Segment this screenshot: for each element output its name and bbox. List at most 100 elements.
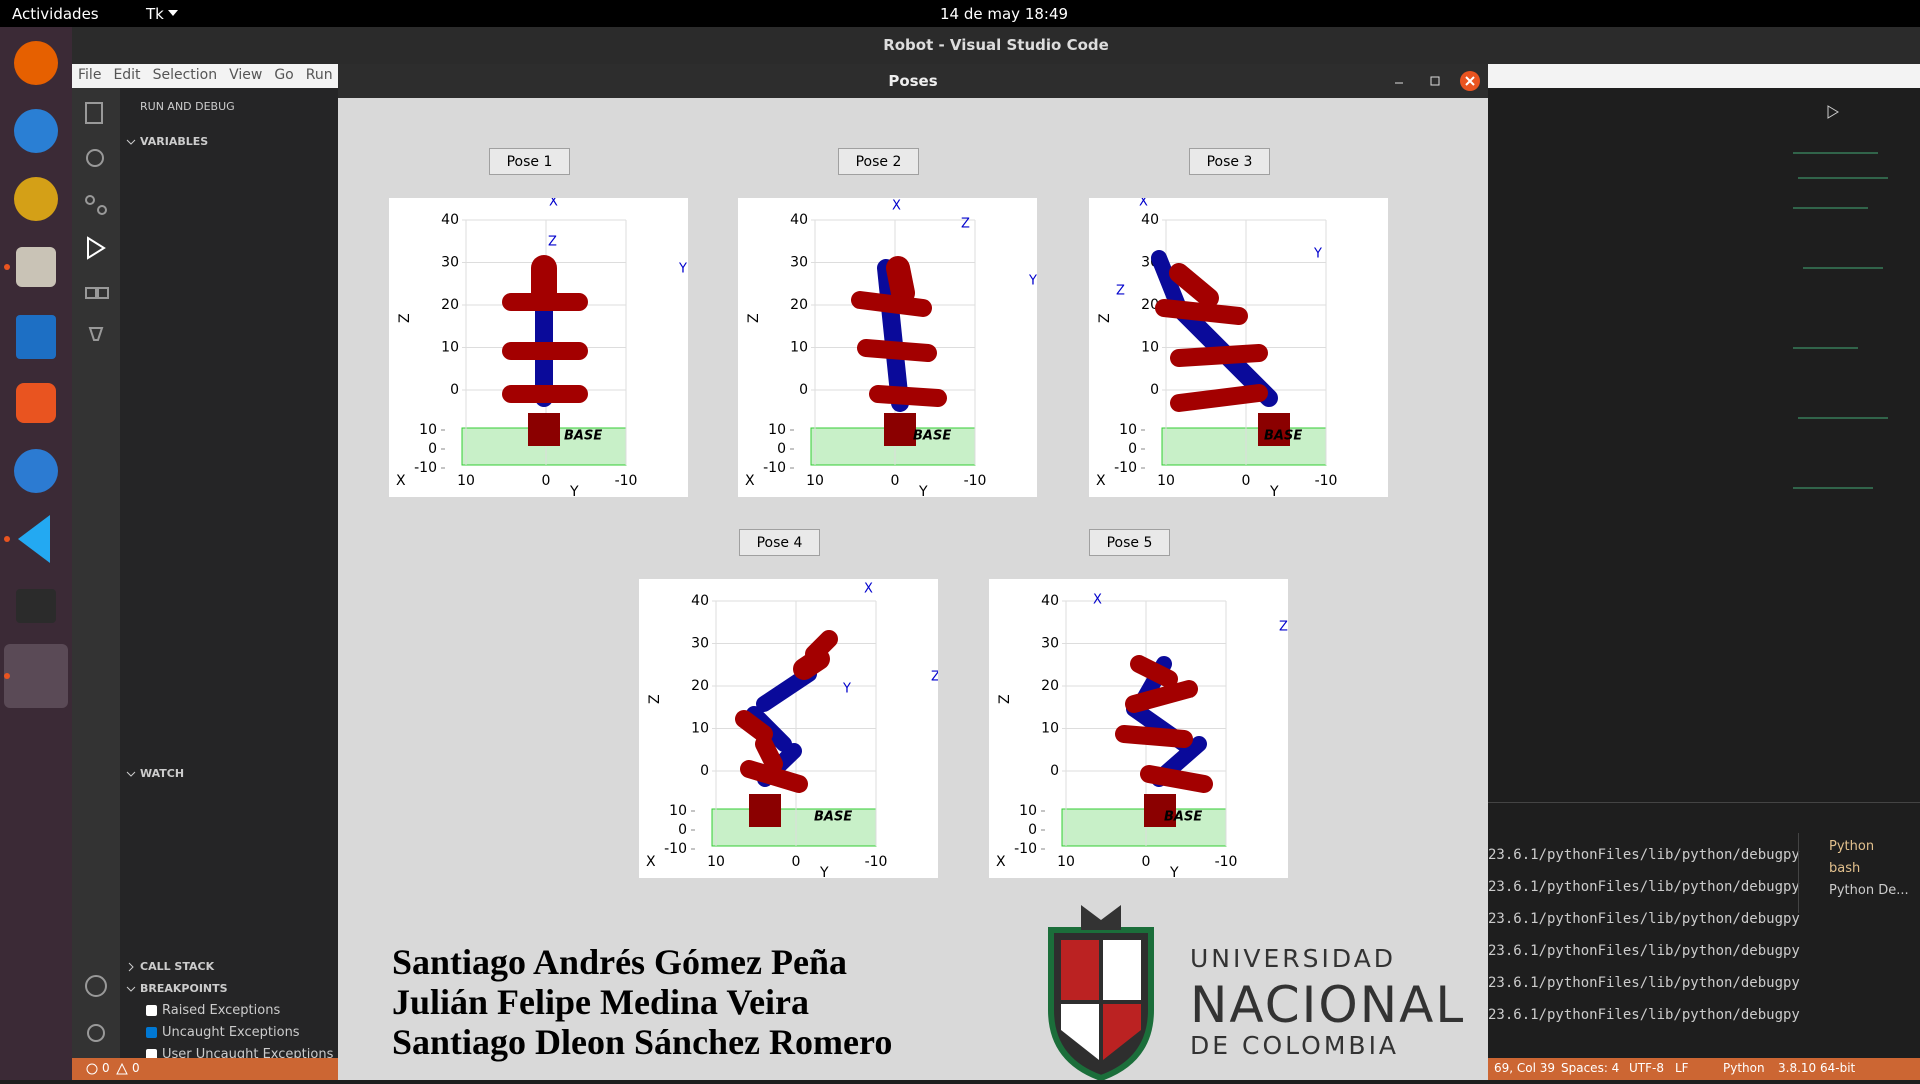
university-name: NACIONAL xyxy=(1190,976,1466,1034)
axis-label: X xyxy=(396,473,406,489)
poses-window: Poses Pose 1 10 0 -10 40 30 20 10 0 10 0 -10 X Y Z BASE… xyxy=(338,64,1488,1080)
warning-icon xyxy=(116,1063,128,1075)
y-tick-label: -10 xyxy=(1215,854,1238,870)
terminal-tab[interactable]: bash xyxy=(1829,861,1861,876)
breakpoint-checkbox[interactable] xyxy=(146,1049,157,1060)
y-tick-label: -10 xyxy=(615,473,638,489)
breakpoint-label: Uncaught Exceptions xyxy=(162,1025,300,1040)
robot-link xyxy=(805,630,838,663)
axis-label: X xyxy=(1096,473,1106,489)
menu-item[interactable]: Go xyxy=(274,67,294,83)
z-tick-label: 10 xyxy=(441,340,459,356)
university-crest xyxy=(1048,905,1154,1080)
robot-link xyxy=(1115,725,1193,748)
status-item[interactable]: 3.8.10 64-bit xyxy=(1778,1061,1856,1075)
base-tick-label: 10 xyxy=(419,422,437,438)
pose-button[interactable]: Pose 4 xyxy=(739,529,820,556)
base-tick-label: 0 xyxy=(1028,822,1037,838)
pose-button[interactable]: Pose 3 xyxy=(1189,148,1270,175)
base-tick-label: 10 xyxy=(768,422,786,438)
pose-plot: 10 0 -10 40 30 20 10 0 10 0 -10 X Y Z BASE X Z Y xyxy=(738,198,1037,497)
axis-label: Z xyxy=(746,313,762,323)
base-plane xyxy=(711,808,877,847)
z-tick-label: 40 xyxy=(1141,212,1159,228)
activities[interactable]: Actividades xyxy=(12,5,99,23)
z-tick-label: 10 xyxy=(691,721,709,737)
base-label: BASE xyxy=(1164,810,1202,825)
menu-item[interactable]: Edit xyxy=(113,67,141,83)
base-plane xyxy=(1061,808,1227,847)
y-tick-label: 10 xyxy=(1157,473,1175,489)
sidebar-section[interactable]: BREAKPOINTS xyxy=(140,982,228,995)
poses-titlebar: Poses xyxy=(338,64,1488,98)
axis-label: Z xyxy=(997,694,1013,704)
menu-item[interactable]: Run xyxy=(305,67,333,83)
y-tick-label: -10 xyxy=(865,854,888,870)
error-count[interactable]: 0 xyxy=(102,1061,110,1075)
base-tick-label: 10 xyxy=(669,803,687,819)
minimap xyxy=(1793,105,1888,489)
robot-link xyxy=(1155,299,1248,325)
menu-item[interactable]: View xyxy=(229,67,263,83)
menu-item[interactable]: File xyxy=(78,67,102,83)
sidebar-section[interactable]: CALL STACK xyxy=(140,960,215,973)
axis-label: X xyxy=(996,854,1006,870)
status-item[interactable]: Spaces: 4 xyxy=(1561,1061,1620,1075)
z-tick-label: 30 xyxy=(1041,636,1059,652)
pose-button[interactable]: Pose 2 xyxy=(838,148,919,175)
terminal-line: 23.6.1/pythonFiles/lib/python/debugpy xyxy=(1488,847,1800,863)
dropdown-arrow xyxy=(168,10,178,16)
base-tick-label: -10 xyxy=(1014,841,1037,857)
robot-link xyxy=(1170,384,1268,412)
axis-label: Y xyxy=(1169,865,1179,878)
pose-button[interactable]: Pose 1 xyxy=(489,148,570,175)
menu-item[interactable]: Selection xyxy=(152,67,218,83)
university-name: DE COLOMBIA xyxy=(1190,1031,1400,1060)
robot-link xyxy=(886,256,915,305)
z-tick-label: 30 xyxy=(441,255,459,271)
z-tick-label: 20 xyxy=(1141,297,1159,313)
author-name: Julián Felipe Medina Veira xyxy=(392,982,810,1022)
y-tick-label: 10 xyxy=(1057,854,1075,870)
frame-label: Y xyxy=(678,262,687,277)
terminal-tab[interactable]: Python De... xyxy=(1829,883,1909,898)
z-tick-label: 30 xyxy=(790,255,808,271)
section-chevron xyxy=(126,986,136,992)
sidebar-header: RUN AND DEBUG xyxy=(140,100,235,113)
window-controls[interactable] xyxy=(1388,69,1488,93)
window-title: Robot - Visual Studio Code xyxy=(883,36,1109,54)
robot-link xyxy=(869,385,947,407)
app-menu[interactable]: Tk xyxy=(146,5,164,23)
status-item[interactable]: Python xyxy=(1723,1061,1765,1075)
breakpoint-checkbox[interactable] xyxy=(146,1027,157,1038)
pose-plot: 10 0 -10 40 30 20 10 0 10 0 -10 X Y Z BASE X Z xyxy=(989,579,1288,878)
warning-count[interactable]: 0 xyxy=(132,1061,140,1075)
status-item[interactable]: 69, Col 39 xyxy=(1494,1061,1556,1075)
z-tick-label: 20 xyxy=(790,297,808,313)
section-chevron xyxy=(126,771,136,777)
pose-button[interactable]: Pose 5 xyxy=(1089,529,1170,556)
axis-label: Y xyxy=(819,865,829,878)
z-tick-label: 30 xyxy=(691,636,709,652)
y-tick-label: 0 xyxy=(1142,854,1151,870)
breakpoint-checkbox[interactable] xyxy=(146,1005,157,1016)
axis-label: Z xyxy=(1097,313,1113,323)
error-icon xyxy=(86,1063,98,1075)
sidebar-section[interactable]: VARIABLES xyxy=(140,135,209,148)
status-item[interactable]: UTF-8 xyxy=(1629,1061,1664,1075)
z-tick-label: 20 xyxy=(691,678,709,694)
base-tick-label: 0 xyxy=(1128,441,1137,457)
clock[interactable]: 14 de may 18:49 xyxy=(940,5,1069,23)
frame-label: Z xyxy=(1116,284,1125,299)
robot-link xyxy=(877,259,909,412)
sidebar-section[interactable]: WATCH xyxy=(140,767,185,780)
y-tick-label: 0 xyxy=(1242,473,1251,489)
base-tick-label: 10 xyxy=(1019,803,1037,819)
terminal-tab[interactable]: Python xyxy=(1829,839,1875,854)
status-item[interactable]: LF xyxy=(1675,1061,1689,1075)
robot-link xyxy=(1125,680,1198,713)
y-tick-label: 0 xyxy=(891,473,900,489)
base-plane xyxy=(1161,427,1327,466)
y-tick-label: 0 xyxy=(542,473,551,489)
base-label: BASE xyxy=(1264,429,1302,444)
